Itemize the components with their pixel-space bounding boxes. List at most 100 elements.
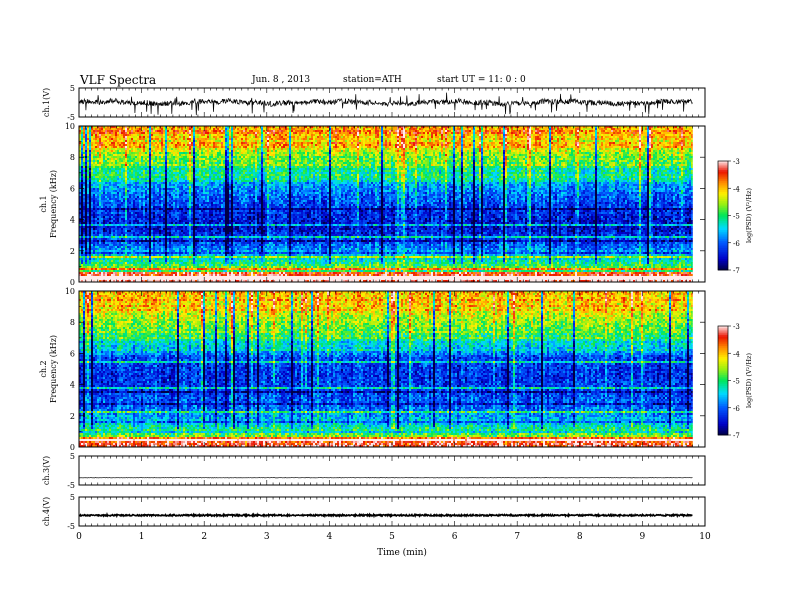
ch1_spectrogram-cell	[453, 132, 456, 135]
ch1_spectrogram-cell	[149, 136, 152, 139]
ch1_spectrogram-cell	[559, 140, 562, 143]
ch1_spectrogram-cell	[403, 140, 406, 143]
ch1_spectrogram-cell	[491, 132, 494, 135]
ch1_spectrogram-cell	[655, 136, 658, 139]
ch1_spectrogram-cell	[247, 128, 250, 131]
ch1_spectrogram-cell	[453, 146, 456, 149]
ch1_spectrogram-cell	[347, 134, 350, 137]
ch1_spectrogram-cell	[403, 148, 406, 151]
ch1_spectrogram-cell	[675, 154, 678, 157]
ch1_spectrogram-cell	[571, 154, 574, 157]
ch1_spectrogram-cell	[85, 146, 88, 149]
ch1_spectrogram-cell	[89, 154, 92, 157]
ch1_spectrogram-cell	[307, 152, 310, 155]
ch1_spectrogram-cell	[221, 144, 224, 147]
ch1_spectrogram-cell	[607, 140, 610, 143]
ch1_spectrogram-cell	[559, 144, 562, 147]
ch1_spectrogram-cell	[279, 156, 282, 159]
ch1_spectrogram-cell	[457, 134, 460, 137]
ch1_spectrogram-cell	[575, 132, 578, 135]
ch1_spectrogram-cell	[341, 134, 344, 137]
ch1_spectrogram-cell	[677, 134, 680, 137]
ch1_spectrogram-cell	[329, 132, 332, 135]
ch1_spectrogram-cell	[239, 126, 242, 129]
ch1_spectrogram-cell	[421, 156, 424, 159]
ch1_spectrogram-cell	[231, 156, 234, 159]
ch1_spectrogram-cell	[407, 138, 410, 141]
ch1_spectrogram-cell	[533, 142, 536, 145]
ch1_spectrogram-cell	[481, 146, 484, 149]
ch1_spectrogram-cell	[295, 142, 298, 145]
ch1_spectrogram-cell	[567, 136, 570, 139]
ch1_spectrogram-cell	[255, 148, 258, 151]
ch1_spectrogram-cell	[661, 150, 664, 153]
ch1_spectrogram-cell	[689, 148, 692, 151]
ch1_spectrogram-cell	[491, 142, 494, 145]
ch1_spectrogram-cell	[173, 132, 176, 135]
ch1_spectrogram-cell	[433, 144, 436, 147]
ch1_spectrogram-cell	[277, 148, 280, 151]
ch1_spectrogram-cell	[231, 142, 234, 145]
ch1_spectrogram-cell	[677, 138, 680, 141]
ch1_spectrogram-cell	[405, 138, 408, 141]
ch1_spectrogram-cell	[633, 144, 636, 147]
ch1_spectrogram-cell	[483, 144, 486, 147]
ch1_spectrogram-cell	[495, 150, 498, 153]
ch1_spectrogram-cell	[119, 138, 122, 141]
ch1_spectrogram-cell	[85, 142, 88, 145]
ch1_spectrogram-cell	[261, 150, 264, 153]
ch1_spectrogram-cell	[495, 146, 498, 149]
ch1_spectrogram-cell	[521, 154, 524, 157]
ch1_spectrogram-cell	[617, 130, 620, 133]
ch1_spectrogram-cell	[479, 130, 482, 133]
ch1_spectrogram-cell	[125, 142, 128, 145]
ch1_spectrogram-cell	[343, 144, 346, 147]
ch1_spectrogram-cell	[567, 146, 570, 149]
ch1_spectrogram-cell	[459, 126, 462, 129]
ch1_spectrogram-cell	[419, 136, 422, 139]
ch1_spectrogram-cell	[113, 140, 116, 143]
ch1_spectrogram-cell	[263, 154, 266, 157]
ch1_spectrogram-cell	[137, 138, 140, 141]
ch1_spectrogram-cell	[573, 134, 576, 137]
ch1_spectrogram-cell	[519, 148, 522, 151]
ch1_spectrogram-cell	[603, 140, 606, 143]
ch1_spectrogram-cell	[647, 128, 650, 131]
ch1_spectrogram-cell	[117, 132, 120, 135]
ch1_spectrogram-cell	[617, 140, 620, 143]
ch1_spectrogram-cell	[167, 136, 170, 139]
ch1_spectrogram-cell	[85, 128, 88, 131]
ch1_spectrogram-cell	[177, 144, 180, 147]
ch1_spectrogram-cell	[199, 154, 202, 157]
ch1_spectrogram-cell	[113, 126, 116, 129]
ch1_spectrogram-cell	[371, 126, 374, 129]
ch1_spectrogram-cell	[425, 136, 428, 139]
ch1_spectrogram-cell	[511, 134, 514, 137]
ch1_spectrogram-cell	[191, 150, 194, 153]
ch1_spectrogram-cell	[527, 146, 530, 149]
ch1_spectrogram-cell	[413, 130, 416, 133]
ch1_spectrogram-cell	[627, 150, 630, 153]
ch1_spectrogram-cell	[563, 136, 566, 139]
ch1_spectrogram-cell	[465, 136, 468, 139]
ch1_spectrogram-cell	[407, 128, 410, 131]
ch1_spectrogram-cell	[597, 130, 600, 133]
ch1_spectrogram-cell	[171, 144, 174, 147]
ch1_spectrogram-cell	[563, 132, 566, 135]
ch1_spectrogram-cell	[271, 156, 274, 159]
ch1_spectrogram-cell	[99, 148, 102, 151]
ch1_spectrogram-cell	[231, 134, 234, 137]
ch1_spectrogram-cell	[249, 140, 252, 143]
ch1_spectrogram-cell	[559, 134, 562, 137]
ch1_spectrogram-cell	[99, 132, 102, 135]
ch1_spectrogram-cell	[523, 152, 526, 155]
ch1_spectrogram-cell	[437, 132, 440, 135]
ch1_spectrogram-cell	[487, 126, 490, 129]
ch1_spectrogram-cell	[239, 138, 242, 141]
ch1_spectrogram-cell	[319, 144, 322, 147]
ch1_spectrogram-cell	[569, 140, 572, 143]
ch1_spectrogram-cell	[427, 146, 430, 149]
ch1_spectrogram-cell	[385, 152, 388, 155]
ch1_spectrogram-cell	[443, 138, 446, 141]
ch1_spectrogram-cell	[393, 132, 396, 135]
